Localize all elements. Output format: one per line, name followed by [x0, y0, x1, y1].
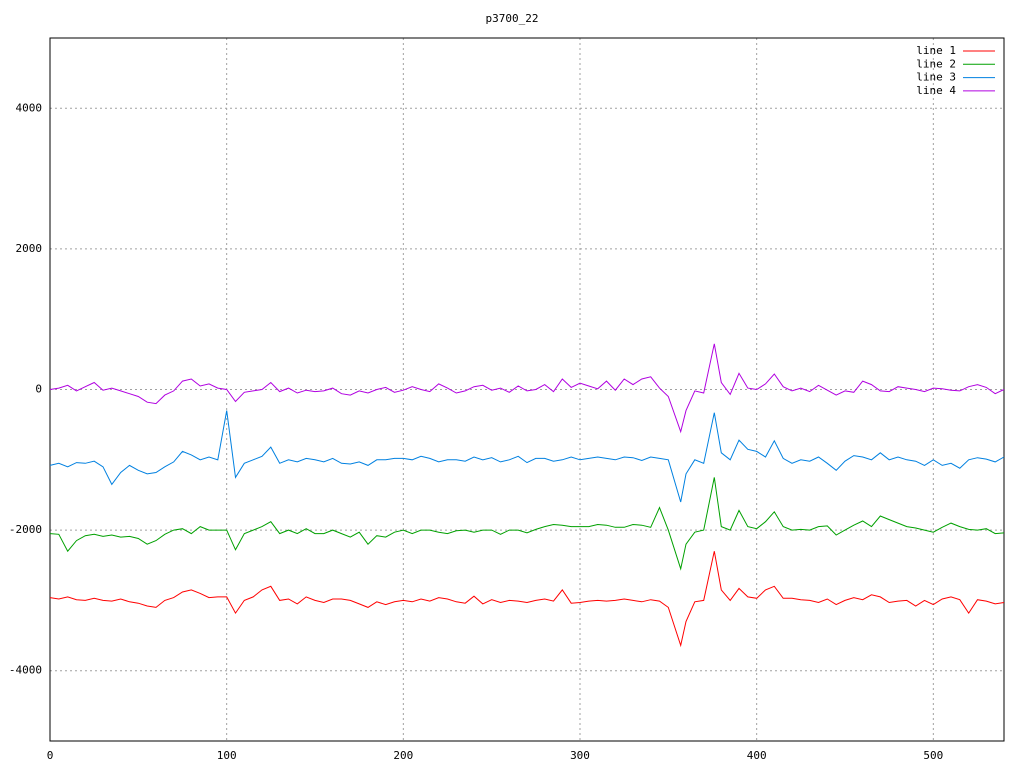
x-tick-label: 100	[217, 749, 237, 762]
legend-label: line 1	[916, 44, 956, 57]
chart-title: p3700_22	[486, 12, 539, 25]
legend-label: line 4	[916, 84, 956, 97]
y-tick-label: -4000	[9, 664, 42, 677]
series-line	[49, 343, 1005, 434]
x-tick-label: 500	[923, 749, 943, 762]
x-tick-label: 0	[47, 749, 54, 762]
series-line	[49, 410, 1005, 503]
x-tick-label: 300	[570, 749, 590, 762]
y-tick-label: -2000	[9, 523, 42, 536]
series-line	[49, 551, 1005, 648]
legend-label: line 2	[916, 57, 956, 70]
y-tick-label: 0	[35, 383, 42, 396]
y-tick-label: 4000	[16, 101, 43, 114]
y-tick-label: 2000	[16, 242, 43, 255]
legend-label: line 3	[916, 71, 956, 84]
series-line	[49, 477, 1005, 571]
x-tick-label: 400	[747, 749, 767, 762]
x-tick-label: 200	[393, 749, 413, 762]
